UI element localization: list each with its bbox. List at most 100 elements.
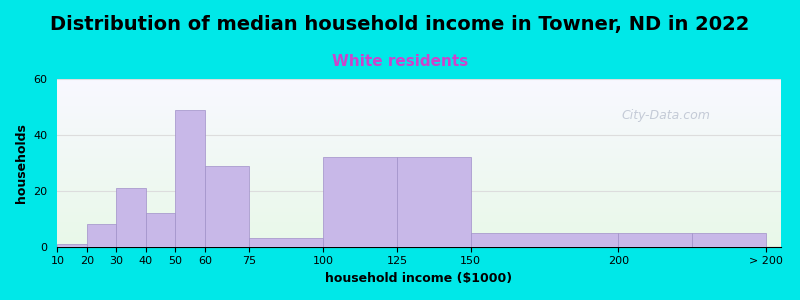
Bar (58, 163, 781, 164)
Bar (58, 235, 781, 237)
Bar (323, 157, 397, 247)
Bar (58, 94, 781, 96)
Bar (58, 144, 781, 146)
Bar (205, 166, 250, 247)
Bar (58, 81, 781, 82)
Bar (58, 180, 781, 181)
Bar (58, 185, 781, 186)
Bar (58, 240, 781, 242)
Bar (470, 233, 618, 247)
Bar (117, 188, 146, 247)
Bar (58, 188, 781, 190)
Bar (58, 107, 781, 109)
Bar (175, 110, 205, 247)
Bar (146, 213, 175, 247)
Bar (58, 156, 781, 158)
Bar (58, 118, 781, 119)
Bar (58, 203, 781, 205)
Bar (58, 193, 781, 195)
Y-axis label: households: households (15, 123, 28, 203)
Bar (58, 242, 781, 243)
Bar (58, 158, 781, 160)
Bar (58, 116, 781, 118)
Bar (58, 87, 781, 89)
Bar (58, 181, 781, 183)
Bar (58, 89, 781, 91)
Text: Distribution of median household income in Towner, ND in 2022: Distribution of median household income … (50, 15, 750, 34)
Bar (58, 218, 781, 220)
Bar (58, 160, 781, 161)
Bar (87, 224, 117, 247)
Bar (58, 206, 781, 208)
Bar (58, 201, 781, 203)
Bar (58, 190, 781, 191)
Bar (58, 154, 781, 156)
Bar (58, 213, 781, 215)
Bar (58, 164, 781, 166)
Bar (58, 237, 781, 238)
Bar (618, 233, 692, 247)
Bar (58, 173, 781, 175)
Bar (58, 175, 781, 176)
Bar (58, 99, 781, 101)
Bar (58, 126, 781, 128)
Bar (58, 169, 781, 171)
Bar (692, 233, 766, 247)
Bar (58, 176, 781, 178)
Bar (58, 168, 781, 170)
Bar (58, 198, 781, 200)
Bar (58, 146, 781, 148)
Bar (58, 84, 781, 86)
Bar (58, 243, 781, 245)
X-axis label: household income ($1000): household income ($1000) (326, 272, 513, 285)
Bar (58, 210, 781, 212)
Bar (58, 238, 781, 240)
Bar (58, 91, 781, 92)
Bar (58, 171, 781, 173)
Bar (58, 195, 781, 197)
Bar (58, 82, 781, 84)
Bar (58, 178, 781, 180)
Bar (58, 92, 781, 94)
Bar (58, 153, 781, 154)
Bar (58, 79, 781, 81)
Bar (58, 220, 781, 222)
Bar (58, 244, 87, 247)
Bar (58, 215, 781, 217)
Bar (58, 217, 781, 218)
Bar (58, 129, 781, 131)
Bar (58, 186, 781, 188)
Bar (58, 226, 781, 228)
Bar (58, 114, 781, 116)
Bar (58, 131, 781, 133)
Bar (58, 148, 781, 149)
Text: City-Data.com: City-Data.com (622, 109, 710, 122)
Bar (58, 141, 781, 143)
Bar (58, 166, 781, 168)
Bar (58, 151, 781, 153)
Text: White residents: White residents (332, 54, 468, 69)
Bar (58, 112, 781, 114)
Bar (58, 230, 781, 232)
Bar (58, 133, 781, 134)
Bar (58, 111, 781, 112)
Bar (58, 140, 781, 141)
Bar (58, 200, 781, 201)
Bar (58, 161, 781, 163)
Bar (58, 136, 781, 138)
Bar (58, 104, 781, 106)
Bar (58, 191, 781, 193)
Bar (58, 138, 781, 140)
Bar (58, 149, 781, 151)
Bar (250, 238, 323, 247)
Bar (58, 212, 781, 213)
Bar (58, 225, 781, 226)
Bar (58, 232, 781, 233)
Bar (58, 101, 781, 103)
Bar (58, 96, 781, 98)
Bar (58, 98, 781, 99)
Bar (58, 103, 781, 104)
Bar (58, 123, 781, 124)
Bar (58, 228, 781, 230)
Bar (58, 183, 781, 185)
